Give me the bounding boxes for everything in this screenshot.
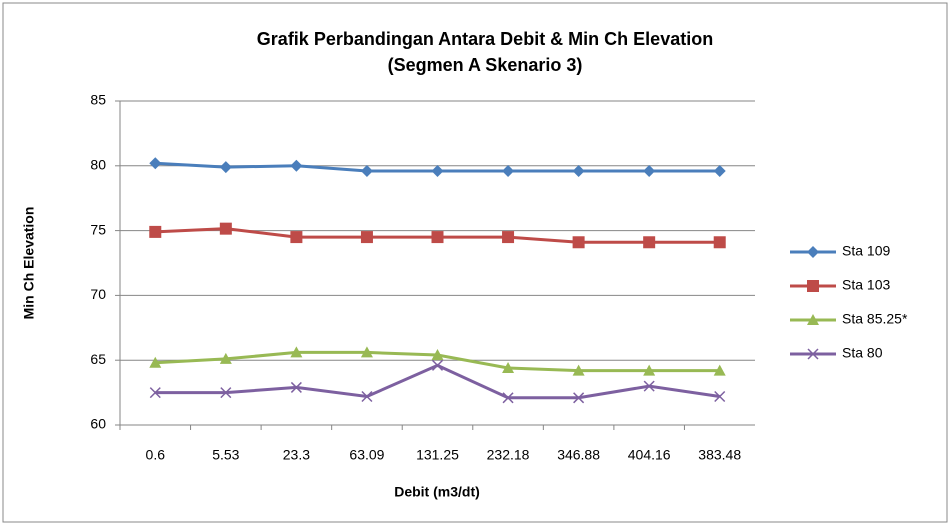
legend-label: Sta 103 xyxy=(842,277,890,293)
x-tick-label: 0.6 xyxy=(146,447,166,463)
marker xyxy=(149,387,161,399)
x-tick-label: 346.88 xyxy=(557,447,600,463)
marker xyxy=(807,246,819,258)
marker xyxy=(149,157,162,170)
marker xyxy=(713,164,726,177)
legend-label: Sta 109 xyxy=(842,243,890,259)
marker xyxy=(713,236,726,249)
marker xyxy=(360,346,373,358)
marker xyxy=(290,381,302,393)
legend-label: Sta 85.25* xyxy=(842,311,908,327)
y-tick-label: 85 xyxy=(90,92,106,108)
marker xyxy=(502,164,515,177)
chart-subtitle: (Segmen A Skenario 3) xyxy=(388,55,583,75)
marker xyxy=(220,387,232,399)
marker xyxy=(572,164,585,177)
x-tick-label: 5.53 xyxy=(212,447,239,463)
marker xyxy=(807,348,819,360)
x-tick-label: 131.25 xyxy=(416,447,459,463)
marker xyxy=(502,361,515,373)
marker xyxy=(643,164,656,177)
marker xyxy=(360,164,373,177)
x-tick-label: 232.18 xyxy=(487,447,530,463)
marker xyxy=(713,364,726,376)
marker xyxy=(290,231,303,244)
marker xyxy=(219,222,232,235)
y-tick-label: 80 xyxy=(90,157,106,173)
y-axis-label: Min Ch Elevation xyxy=(21,207,37,320)
marker xyxy=(431,359,444,371)
x-tick-label: 383.48 xyxy=(698,447,741,463)
x-axis-label: Debit (m3/dt) xyxy=(394,484,480,500)
marker xyxy=(643,364,656,376)
chart-title: Grafik Perbandingan Antara Debit & Min C… xyxy=(257,29,713,49)
marker xyxy=(714,390,726,403)
marker xyxy=(643,380,655,392)
x-tick-label: 23.3 xyxy=(283,447,310,463)
y-tick-label: 60 xyxy=(90,416,106,432)
marker xyxy=(807,314,819,325)
legend-label: Sta 80 xyxy=(842,345,883,361)
marker xyxy=(572,236,585,249)
y-tick-label: 75 xyxy=(90,221,106,237)
marker xyxy=(807,280,819,292)
marker xyxy=(219,352,232,364)
marker xyxy=(572,364,585,376)
marker xyxy=(360,231,373,244)
marker xyxy=(149,225,162,238)
marker xyxy=(431,231,444,244)
marker xyxy=(431,164,444,177)
x-tick-label: 404.16 xyxy=(628,447,671,463)
marker xyxy=(290,159,303,172)
y-tick-label: 65 xyxy=(90,351,106,367)
y-tick-label: 70 xyxy=(90,286,106,302)
marker xyxy=(643,236,656,249)
marker xyxy=(502,231,515,244)
marker xyxy=(361,390,373,403)
marker xyxy=(219,161,232,174)
x-tick-label: 63.09 xyxy=(349,447,384,463)
marker xyxy=(502,392,514,404)
marker xyxy=(431,349,444,361)
marker xyxy=(149,356,162,368)
marker xyxy=(290,346,303,358)
marker xyxy=(573,392,585,404)
